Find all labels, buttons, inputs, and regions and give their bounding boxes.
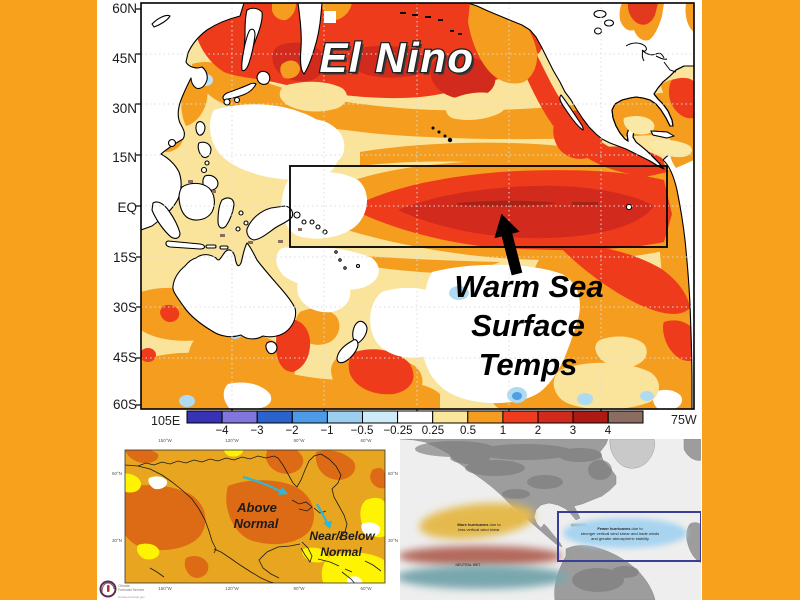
svg-text:4: 4	[605, 425, 612, 437]
svg-text:15S: 15S	[113, 250, 137, 265]
svg-text:30S: 30S	[113, 300, 137, 315]
svg-text:stronger vertical wind shear a: stronger vertical wind shear and trade w…	[581, 531, 659, 536]
svg-text:climate.forecast.gov: climate.forecast.gov	[118, 595, 145, 599]
svg-text:60N: 60N	[112, 1, 137, 16]
svg-text:Normal: Normal	[320, 545, 362, 559]
svg-text:and greater atmospheric stabil: and greater atmospheric stability	[591, 536, 649, 541]
svg-text:60°W: 60°W	[360, 586, 372, 591]
svg-text:Forecast Service: Forecast Service	[118, 588, 144, 592]
svg-text:15N: 15N	[112, 150, 137, 165]
svg-text:0.25: 0.25	[422, 425, 444, 437]
svg-text:less vertical wind shear: less vertical wind shear	[458, 527, 500, 532]
svg-text:45S: 45S	[113, 350, 137, 365]
svg-text:90°W: 90°W	[293, 586, 305, 591]
svg-text:2: 2	[535, 425, 541, 437]
svg-text:150°W: 150°W	[158, 586, 172, 591]
svg-text:150°W: 150°W	[158, 438, 172, 443]
svg-text:NEUTRAL WET: NEUTRAL WET	[456, 563, 482, 567]
svg-text:Surface: Surface	[471, 308, 585, 343]
svg-text:−2: −2	[285, 425, 298, 437]
svg-text:45N: 45N	[112, 51, 137, 66]
svg-text:60°W: 60°W	[360, 438, 372, 443]
svg-text:30°N: 30°N	[388, 538, 398, 543]
svg-text:−0.25: −0.25	[383, 425, 412, 437]
svg-text:105E: 105E	[151, 414, 180, 428]
svg-text:120°W: 120°W	[225, 438, 239, 443]
svg-text:Normal: Normal	[234, 516, 279, 531]
svg-text:1: 1	[500, 425, 506, 437]
svg-text:30N: 30N	[112, 101, 137, 116]
svg-text:More hurricanes due to: More hurricanes due to	[457, 522, 501, 527]
svg-text:75W: 75W	[671, 413, 697, 427]
svg-text:−4: −4	[215, 425, 229, 437]
svg-text:Temps: Temps	[479, 347, 578, 382]
svg-text:El Nino: El Nino	[319, 34, 474, 81]
svg-text:Fewer hurricanes due to: Fewer hurricanes due to	[597, 526, 643, 531]
svg-text:0.5: 0.5	[460, 425, 476, 437]
svg-text:Near/Below: Near/Below	[309, 529, 375, 543]
svg-text:Warm Sea: Warm Sea	[454, 269, 603, 304]
svg-text:El Nino: El Nino	[322, 37, 477, 84]
svg-text:30°N: 30°N	[112, 538, 122, 543]
svg-text:−3: −3	[250, 425, 263, 437]
svg-text:EQ: EQ	[117, 200, 137, 215]
svg-text:−1: −1	[320, 425, 333, 437]
svg-text:3: 3	[570, 425, 576, 437]
svg-text:120°W: 120°W	[225, 586, 239, 591]
svg-text:Above: Above	[236, 500, 277, 515]
svg-text:60S: 60S	[113, 397, 137, 412]
svg-text:Climate: Climate	[118, 584, 130, 588]
svg-text:60°N: 60°N	[112, 471, 122, 476]
svg-text:60°N: 60°N	[388, 471, 398, 476]
svg-text:90°W: 90°W	[293, 438, 305, 443]
svg-text:−0.5: −0.5	[351, 425, 374, 437]
